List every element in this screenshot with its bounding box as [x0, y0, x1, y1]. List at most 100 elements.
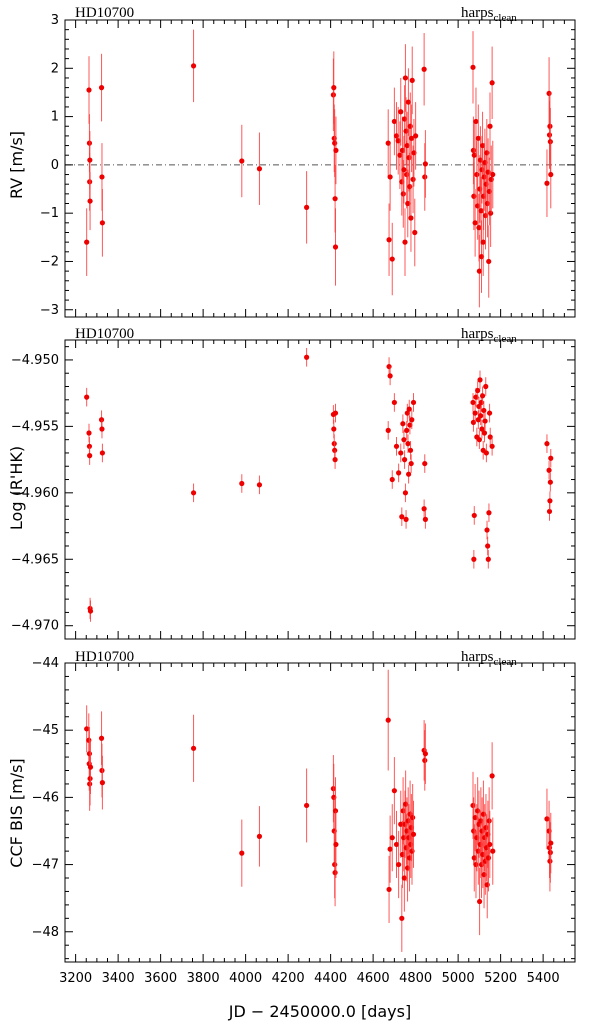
panel-rhk-data-point [404, 410, 410, 416]
panel-rhk-data-point [486, 510, 492, 516]
panel-rv: HD10700 harpsclean RV [m/s] −3 −2 −1 0 1 2 3 [7, 5, 576, 318]
panel-rhk-title: HD10700 [75, 326, 134, 342]
panel-rhk-data-point [405, 441, 411, 447]
panel-bis-points [84, 669, 554, 952]
panel-rv-ytick-label: −1 [40, 206, 59, 221]
panel-bis-data-point [476, 898, 483, 905]
panel-bis: HD10700 harpsclean CCF BIS [m/s] −48−47−… [7, 649, 576, 1021]
xtick-label: 5400 [527, 971, 560, 986]
panel-bis-ylabel: CCF BIS [m/s] [7, 758, 26, 867]
panel-rhk-data-point [472, 410, 478, 416]
panel-rv-data-point [409, 77, 415, 83]
panel-bis-data-point [387, 846, 393, 852]
panel-bis-data-point [481, 872, 487, 878]
panel-rhk-data-point [475, 387, 481, 394]
panel-bis-data-point [396, 861, 402, 868]
panel-rv-data-point [332, 244, 339, 250]
panel-rv-ytick-label: −3 [40, 303, 59, 318]
panel-rhk-data-point [239, 480, 245, 487]
panel-rv-ylabel: RV [m/s] [7, 131, 26, 199]
panel-bis-data-point [84, 726, 90, 732]
panel-rv-data-point [398, 109, 404, 115]
xtick-label: 3400 [102, 971, 135, 986]
panel-rhk-data-point [546, 467, 552, 473]
panel-rhk-data-point [400, 421, 406, 427]
panel-bis-ytick-label: −47 [32, 858, 59, 873]
panel-rv-data-point [482, 212, 489, 219]
panel-rhk-data-point [404, 427, 410, 433]
xtick-label: 4400 [314, 971, 347, 986]
panel-rv-data-point [405, 99, 411, 105]
panel-rv-data-point [476, 268, 482, 274]
panel-rv-data-point [471, 193, 477, 199]
panel-rv-data-point [385, 140, 391, 146]
panel-bis-data-point [422, 751, 428, 757]
panel-rv-data-point [400, 191, 406, 197]
panel-rv-data-point [485, 169, 491, 175]
panel-rv-data-point [408, 215, 414, 221]
panel-rhk-frame [64, 339, 576, 640]
panel-rhk-data-point [477, 377, 483, 383]
panel-rhk-data-point [478, 399, 484, 406]
panel-rhk-data-point [484, 527, 490, 533]
xtick-label: 4200 [272, 971, 305, 986]
panel-rhk-data-point [403, 516, 409, 523]
panel-rhk-data-point [409, 417, 415, 423]
panel-rhk-data-point [256, 482, 263, 488]
panel-bis-data-point [475, 848, 481, 854]
panel-rv-data-point [487, 123, 493, 129]
panel-rv-data-point [333, 147, 339, 153]
panel-rv-data-point [422, 161, 428, 167]
panel-bis-data-point [190, 745, 197, 751]
panel-rhk-data-point [485, 543, 491, 549]
panel-rhk-data-point [410, 399, 417, 406]
panel-rhk-data-point [489, 443, 495, 449]
panel-rhk-data-point [471, 512, 477, 519]
xtick-label: 4600 [357, 971, 390, 986]
panel-rv-data-point [486, 258, 492, 265]
panel-rhk-data-point [486, 410, 493, 416]
panel-bis-data-point [333, 841, 339, 848]
panel-rv-data-point [474, 171, 480, 178]
panel-rhk-data-point [479, 426, 485, 432]
panel-bis-tag-main: harps [461, 649, 494, 665]
panel-rhk-ytick-label: −4.970 [11, 619, 59, 634]
panel-rv-data-point [99, 174, 105, 180]
panel-rhk-data-point [422, 516, 428, 523]
panel-rhk-data-point [406, 406, 412, 412]
panel-bis-data-point [98, 735, 105, 741]
panel-rv-data-point [239, 158, 245, 164]
panel-bis-data-point [487, 841, 493, 848]
panel-rv-tag: harpsclean [461, 5, 517, 24]
panel-rv-tag-sub: clean [494, 12, 518, 24]
panel-rv-data-point [256, 166, 263, 172]
panel-rv-data-point [410, 176, 416, 182]
panel-rhk-data-point [422, 460, 428, 467]
panel-rhk-tag-sub: clean [494, 333, 518, 345]
panel-bis-data-point [485, 855, 492, 861]
panel-rhk-data-point [86, 430, 92, 436]
panel-rv-data-point [87, 157, 93, 163]
panel-rhk-data-point [402, 490, 409, 496]
panel-rhk-tag: harpsclean [461, 326, 517, 345]
panel-rhk-data-point [479, 393, 486, 399]
panel-rv-data-point [98, 85, 105, 91]
panel-rv-data-point [484, 200, 491, 207]
panel-rhk-data-point [483, 450, 489, 456]
panel-bis-data-point [475, 808, 481, 814]
panel-bis-data-point [405, 818, 411, 824]
panel-rv-data-point [407, 123, 413, 129]
panel-bis-data-point [484, 882, 490, 888]
panel-rv-data-point [190, 63, 197, 69]
panel-rhk-ytick-label: −4.950 [11, 353, 59, 368]
panel-rhk-data-point [331, 426, 337, 432]
panel-rv-data-point [304, 204, 310, 210]
xtick-label: 3200 [59, 971, 92, 986]
panel-rhk-data-point [482, 418, 488, 424]
panel-bis-data-point [400, 808, 406, 814]
panel-bis-data-point [399, 915, 405, 921]
panel-rhk-data-point [401, 457, 408, 463]
panel-rhk-data-point [391, 399, 397, 406]
panel-rv-frame [64, 19, 576, 318]
